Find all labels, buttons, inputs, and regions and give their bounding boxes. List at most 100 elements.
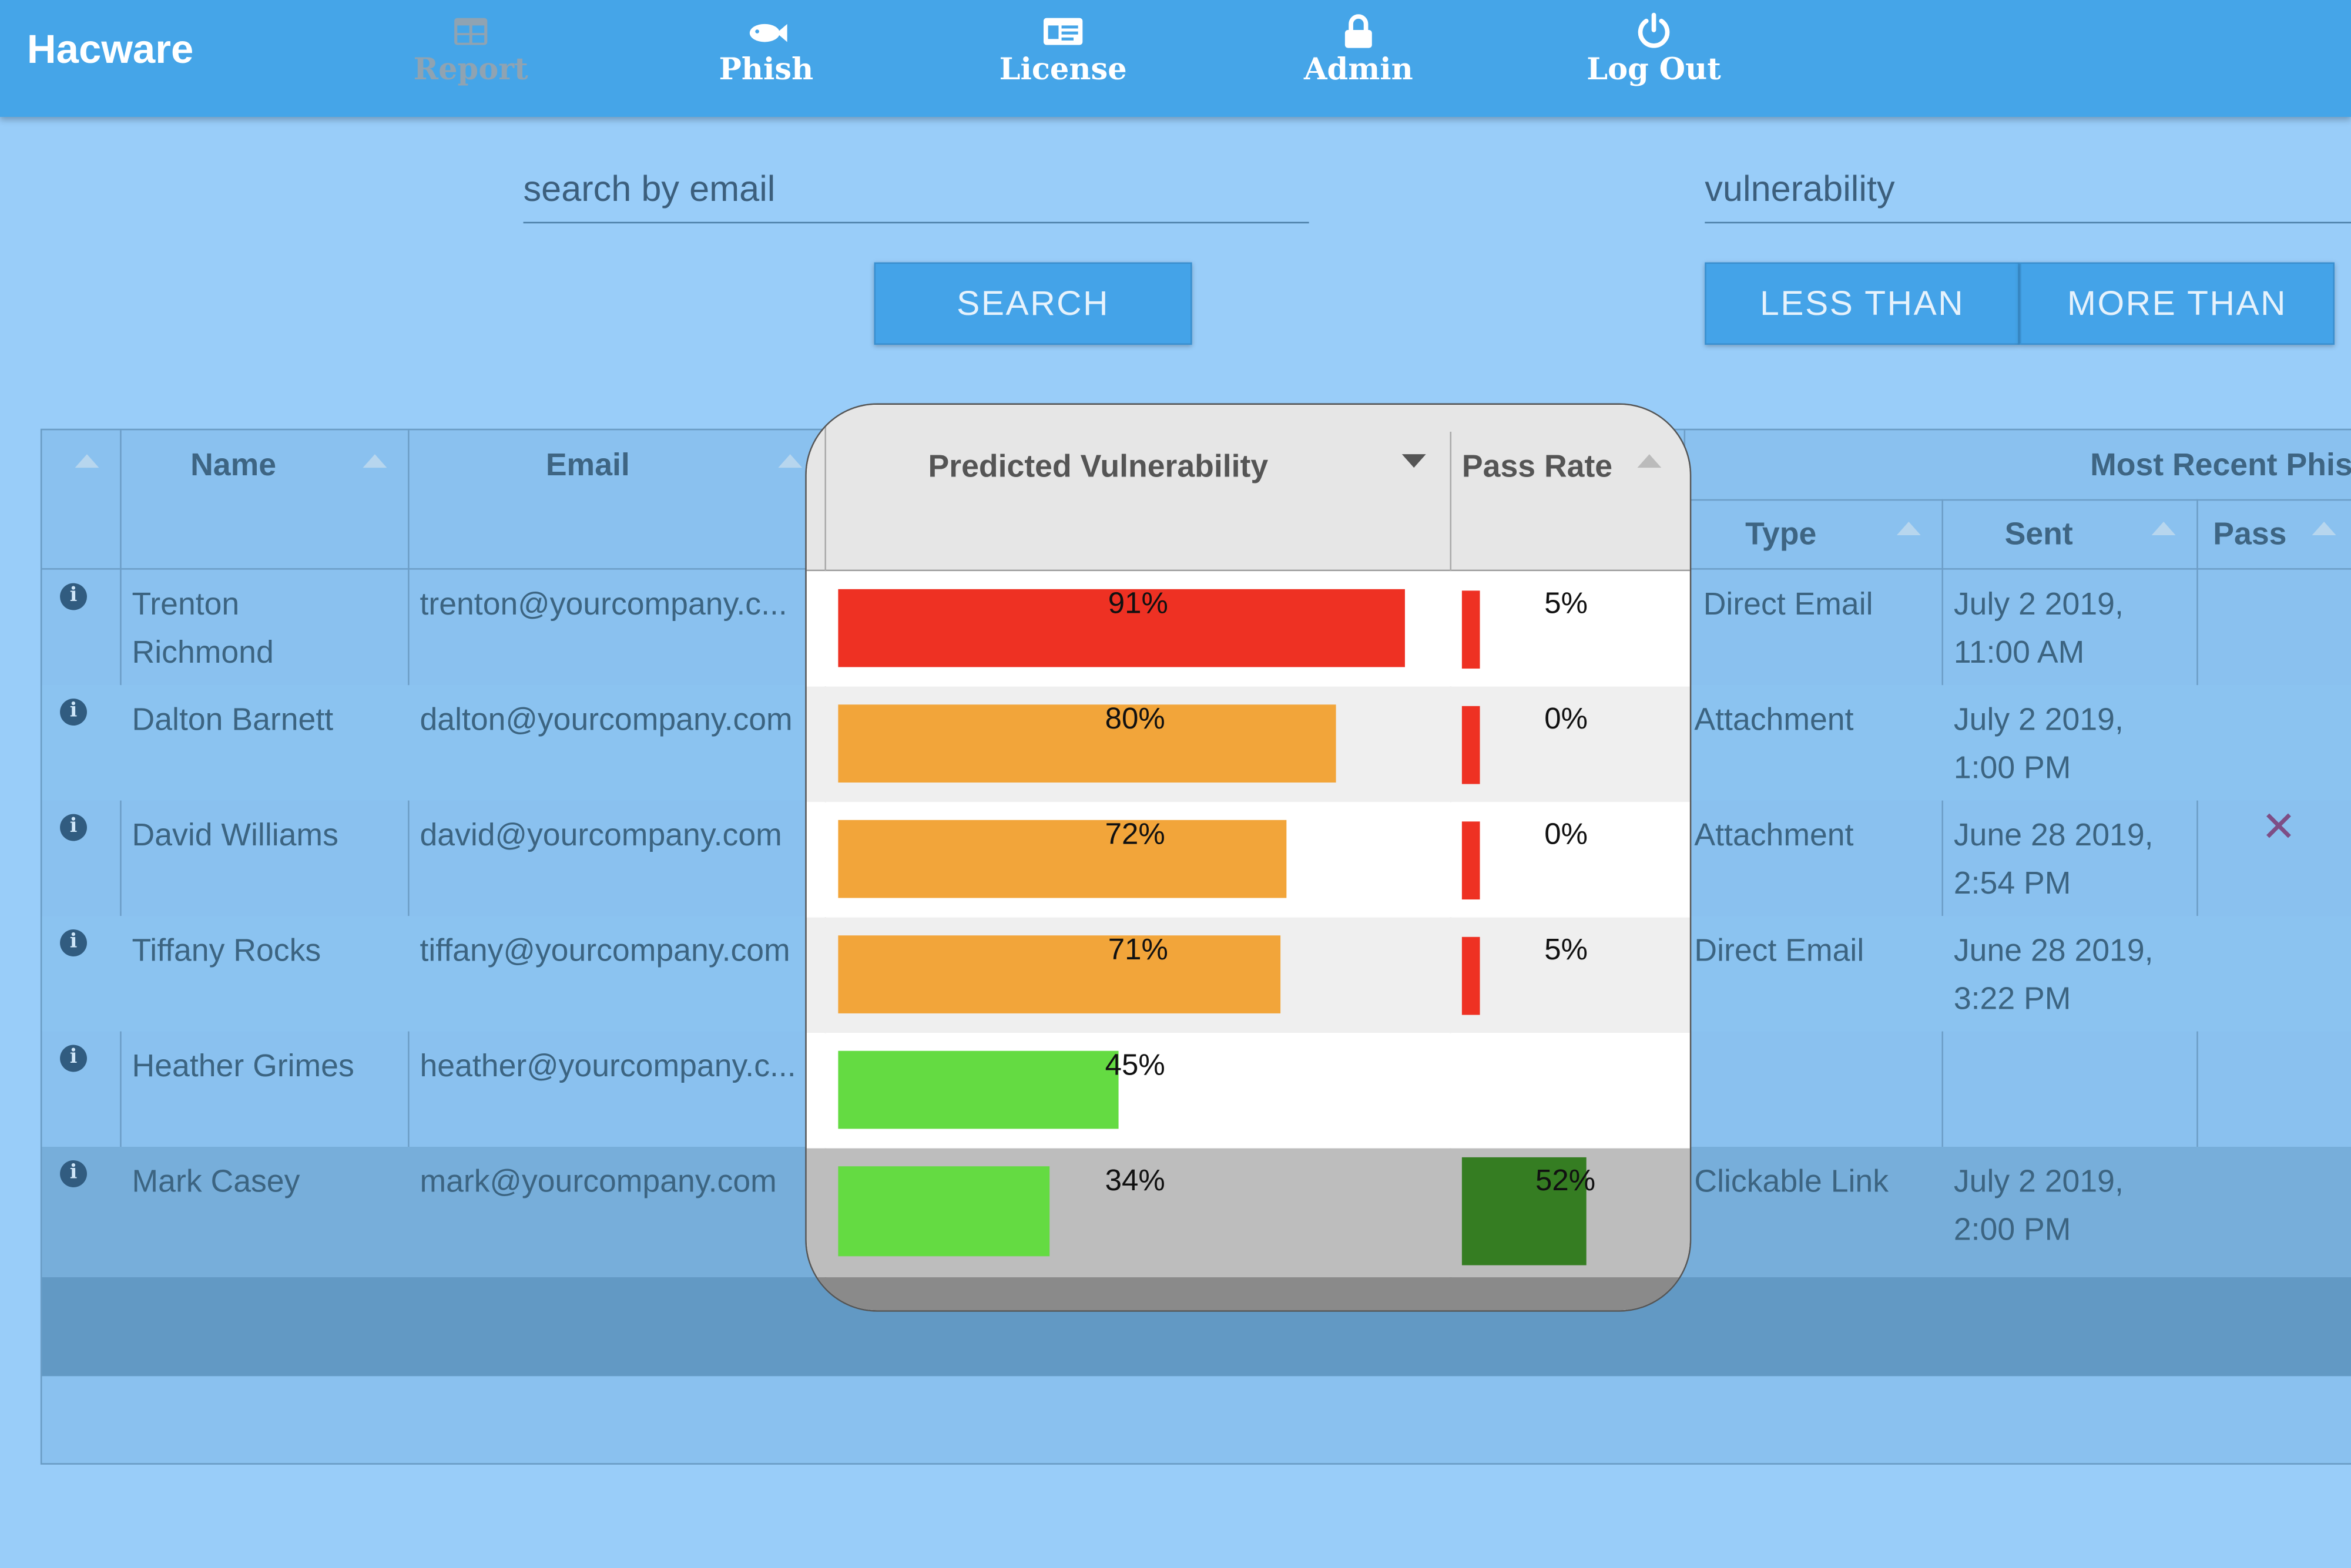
info-icon[interactable]: i xyxy=(60,699,87,726)
info-icon[interactable]: i xyxy=(60,583,87,610)
vulnerability-label: 80% xyxy=(1105,703,1165,736)
pass-rate-label: 5% xyxy=(1544,587,1588,621)
header-predicted-vulnerability[interactable]: Predicted Vulnerability xyxy=(928,449,1269,485)
sort-arrow-icon[interactable] xyxy=(363,454,387,468)
info-icon[interactable]: i xyxy=(60,929,87,956)
pass-rate-bar xyxy=(1461,1157,1587,1265)
info-icon[interactable]: i xyxy=(60,1160,87,1187)
fish-icon xyxy=(749,23,787,42)
col-divider xyxy=(1941,499,1944,1278)
nav-license-label: License xyxy=(999,51,1127,87)
vulnerability-label: 71% xyxy=(1108,934,1168,967)
col-divider xyxy=(120,430,122,1278)
sort-arrow-icon[interactable] xyxy=(75,454,99,468)
user-name: David Williams xyxy=(132,818,338,853)
table-icon xyxy=(454,18,488,45)
col-divider xyxy=(2196,499,2198,1278)
vulnerability-label: 72% xyxy=(1105,818,1165,852)
pass-rate-bar xyxy=(1461,821,1480,900)
header-name[interactable]: Name xyxy=(190,448,277,483)
pass-rate-label: 0% xyxy=(1544,703,1588,736)
phish-sent: July 2 2019, 1:00 PM xyxy=(1953,703,2124,786)
sort-asc-icon[interactable] xyxy=(1637,454,1662,468)
phish-type: Direct Email xyxy=(1694,934,1864,969)
header-pass-rate[interactable]: Pass Rate xyxy=(1461,449,1613,485)
user-email: trenton@yourcompany.c... xyxy=(420,587,787,622)
user-name: Trenton Richmond xyxy=(132,587,274,670)
pass-rate-label: 5% xyxy=(1544,934,1588,967)
nav-logout[interactable]: Log Out xyxy=(1564,12,1743,87)
user-name: Mark Casey xyxy=(132,1164,300,1200)
user-email: dalton@yourcompany.com xyxy=(420,703,793,738)
vulnerability-bar xyxy=(838,1166,1050,1257)
vuln-row: 71% 5% xyxy=(806,917,1690,1033)
table-row[interactable]: i Heather Grimes heather@yourcompany.c..… xyxy=(42,1032,2351,1147)
info-icon[interactable]: i xyxy=(60,1045,87,1072)
less-than-button[interactable]: LESS THAN xyxy=(1705,262,2020,345)
user-email: heather@yourcompany.c... xyxy=(420,1049,796,1084)
user-name: Tiffany Rocks xyxy=(132,934,321,969)
top-nav: Hacware Report Phish xyxy=(0,0,2351,117)
vulnerability-bar xyxy=(838,589,1405,667)
phish-type: Direct Email xyxy=(1703,587,1873,622)
header-pass[interactable]: Pass xyxy=(2213,517,2287,552)
spot-header-bg xyxy=(806,404,1690,570)
id-card-icon xyxy=(1043,18,1083,45)
lock-icon xyxy=(1344,14,1372,48)
email-search-input[interactable] xyxy=(523,162,1309,219)
vuln-row: 45% xyxy=(806,1033,1690,1149)
nav-admin-label: Admin xyxy=(1303,51,1413,87)
sort-arrow-icon[interactable] xyxy=(2151,521,2176,535)
user-email: tiffany@yourcompany.com xyxy=(420,934,790,969)
vulnerability-label: 45% xyxy=(1105,1049,1165,1083)
nav-phish[interactable]: Phish xyxy=(676,12,856,87)
power-icon xyxy=(1638,12,1670,48)
spot-header-border xyxy=(806,569,1690,572)
nav-report-label: Report xyxy=(413,51,528,87)
phish-type: Attachment xyxy=(1694,818,1854,853)
brand-logo[interactable]: Hacware xyxy=(26,26,194,72)
nav-report[interactable]: Report xyxy=(381,12,561,87)
nav-phish-label: Phish xyxy=(719,51,814,87)
sort-desc-icon[interactable] xyxy=(1401,454,1426,468)
highlight-spotlight: Predicted Vulnerability Pass Rate 91% 5%… xyxy=(805,403,1692,1312)
pass-rate-label: 52% xyxy=(1535,1164,1596,1198)
search-button[interactable]: SEARCH xyxy=(874,262,1192,345)
user-name: Dalton Barnett xyxy=(132,703,334,738)
vulnerability-input[interactable] xyxy=(1705,162,2351,219)
vuln-row: 72% 0% xyxy=(806,802,1690,918)
phish-sent: June 28 2019, 3:22 PM xyxy=(1953,934,2154,1017)
phish-type: Clickable Link xyxy=(1694,1164,1889,1200)
user-email: mark@yourcompany.com xyxy=(420,1164,777,1200)
vulnerability-label: 34% xyxy=(1105,1164,1165,1198)
header-type[interactable]: Type xyxy=(1745,517,1817,552)
phish-type: Attachment xyxy=(1694,703,1854,738)
vulnerability-bar xyxy=(838,1050,1119,1129)
pass-rate-bar xyxy=(1461,936,1480,1015)
vulnerability-bar xyxy=(838,820,1287,898)
sort-arrow-icon[interactable] xyxy=(1896,521,1921,535)
nav-license[interactable]: License xyxy=(973,12,1153,87)
sort-arrow-icon[interactable] xyxy=(2312,521,2336,535)
nav-admin[interactable]: Admin xyxy=(1269,12,1448,87)
header-sent[interactable]: Sent xyxy=(2004,517,2073,552)
info-icon[interactable]: i xyxy=(60,814,87,841)
pass-rate-bar xyxy=(1461,590,1480,669)
nav-logout-label: Log Out xyxy=(1587,51,1721,87)
table-row[interactable]: i David Williams david@yourcompany.com A… xyxy=(42,801,2351,916)
pass-rate-bar xyxy=(1461,706,1480,784)
sort-arrow-icon[interactable] xyxy=(778,454,803,468)
email-search-field[interactable] xyxy=(523,162,1309,224)
spot-footer xyxy=(806,1277,1690,1311)
fail-x-icon: ✕ xyxy=(2261,803,2296,850)
vulnerability-field[interactable] xyxy=(1705,162,2351,224)
pass-rate-label: 0% xyxy=(1544,818,1588,852)
user-name: Heather Grimes xyxy=(132,1049,354,1084)
header-most-recent-phish: Most Recent Phis xyxy=(2090,448,2351,483)
table-row[interactable]: i Trenton Richmond trenton@yourcompany.c.… xyxy=(42,570,2351,685)
phish-sent: July 2 2019, 2:00 PM xyxy=(1953,1164,2124,1248)
vulnerability-bar xyxy=(838,704,1336,783)
header-email[interactable]: Email xyxy=(545,448,630,483)
more-than-button[interactable]: MORE THAN xyxy=(2020,262,2335,345)
header-divider xyxy=(1683,499,2351,501)
